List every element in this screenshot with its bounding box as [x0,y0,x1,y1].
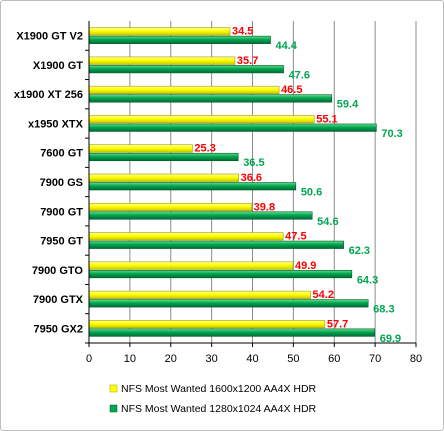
data-label: 69.9 [380,333,401,345]
bar-series-1 [88,144,193,153]
bar-series-1 [88,232,284,241]
category-label: X1900 GT V2 [16,31,83,43]
category-label: 7600 GT [40,148,83,160]
bar-series-1 [88,85,280,94]
data-label: 64.3 [357,274,378,286]
data-label: 70.3 [381,128,402,140]
legend-label: NFS Most Wanted 1600x1200 AA4X HDR [121,383,317,395]
data-label: 54.2 [313,289,334,301]
data-label: 54.6 [317,216,338,228]
data-label: 47.6 [289,69,310,81]
bar-series-1 [88,290,311,299]
legend: NFS Most Wanted 1600x1200 AA4X HDR NFS Mo… [109,383,317,415]
labels: 0 10 20 30 40 50 60 70 80 X1900 GT V2 34.5 44.4 X190… [14,26,422,365]
x-tick-label: 30 [206,353,218,365]
category-label: x1950 XTX [28,118,84,130]
data-label: 35.7 [237,55,258,67]
x-tick-label: 70 [369,353,381,365]
category-label: 7900 GTX [33,294,84,306]
bar-series-1 [88,115,315,124]
bar-series-1 [88,173,239,182]
x-tick-label: 0 [86,353,92,365]
legend-label: NFS Most Wanted 1280x1024 AA4X HDR [121,403,317,415]
data-label: 62.3 [349,245,370,257]
bar-series-1 [88,27,231,36]
category-label: 7900 GTO [32,265,84,277]
gridlines [129,21,417,343]
x-tick-label: 50 [287,353,299,365]
category-label: 7900 GT [40,206,83,218]
bar-series-2 [88,182,297,191]
bar-series-1 [88,202,252,212]
data-label: 47.5 [285,231,306,243]
bar-series-1 [88,56,236,65]
data-label: 36.6 [241,172,262,184]
data-label: 59.4 [337,99,359,111]
data-label: 50.6 [301,187,322,199]
category-label: 7950 GX2 [33,323,83,335]
legend-swatch [109,384,118,393]
x-tick-label: 80 [410,353,422,365]
data-label: 39.8 [254,201,275,213]
data-label: 44.4 [275,40,297,52]
data-label: 46.5 [281,84,302,96]
axes [85,21,417,347]
data-label: 57.7 [327,318,348,330]
data-label: 49.9 [295,260,316,272]
data-label: 25.3 [194,143,215,155]
bar-series-2 [88,211,313,220]
data-label: 55.1 [316,113,337,125]
data-label: 36.5 [243,157,264,169]
bar-series-1 [88,320,326,329]
x-tick-label: 20 [165,353,177,365]
data-label: 68.3 [373,304,394,316]
legend-swatch [109,404,118,413]
x-tick-label: 60 [328,353,340,365]
category-label: 7950 GT [40,236,83,248]
bar-series-1 [88,261,294,270]
category-label: X1900 GT [33,60,83,72]
data-label: 34.5 [232,26,253,38]
category-label: 7900 GS [40,177,83,189]
category-label: x1900 XT 256 [14,89,83,101]
x-tick-label: 40 [246,353,258,365]
x-tick-label: 10 [124,353,136,365]
